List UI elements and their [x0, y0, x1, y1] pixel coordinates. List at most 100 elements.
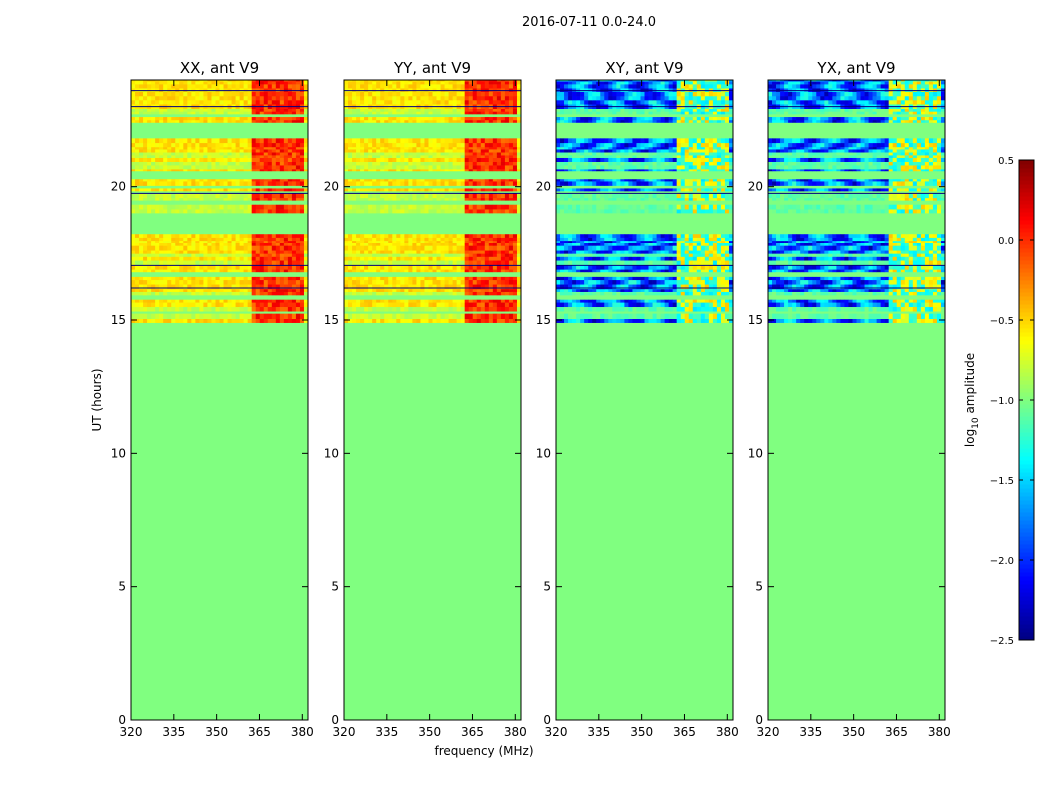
- heatmap-cell: [480, 119, 486, 123]
- heatmap-cell: [215, 269, 220, 273]
- heatmap-cell: [195, 237, 200, 242]
- heatmap-cell: [396, 169, 401, 172]
- heatmap-cell: [424, 234, 429, 238]
- heatmap-cell: [163, 117, 168, 121]
- heatmap-cell: [380, 253, 385, 257]
- heatmap-cell: [283, 81, 289, 85]
- heatmap-cell: [452, 237, 457, 242]
- heatmap-cell: [207, 169, 212, 172]
- heatmap-cell: [392, 181, 397, 186]
- heatmap-cell: [368, 157, 373, 162]
- heatmap-cell: [223, 264, 228, 270]
- heatmap-cell: [588, 302, 593, 308]
- heatmap-cell: [448, 279, 453, 285]
- heatmap-cell: [247, 264, 252, 270]
- heatmap-cell: [271, 264, 277, 270]
- heatmap-cell: [468, 234, 474, 238]
- heatmap-cell: [444, 138, 449, 144]
- heatmap-cell: [147, 157, 152, 162]
- heatmap-cell: [512, 253, 518, 257]
- heatmap-cell: [456, 169, 461, 172]
- heatmap-cell: [279, 161, 285, 166]
- heatmap-cell: [420, 242, 425, 246]
- heatmap-cell: [656, 276, 661, 281]
- heatmap-cell: [420, 299, 425, 303]
- heatmap-cell: [452, 234, 457, 238]
- heatmap-cell: [283, 250, 289, 254]
- heatmap-cell: [456, 111, 461, 115]
- heatmap-cell: [135, 179, 140, 182]
- heatmap-cell: [203, 157, 208, 162]
- heatmap-cell: [644, 318, 649, 323]
- heatmap-cell: [504, 276, 510, 281]
- heatmap-cell: [295, 284, 301, 290]
- heatmap-cell: [187, 81, 192, 85]
- heatmap-cell: [203, 209, 208, 214]
- heatmap-cell: [408, 284, 413, 290]
- heatmap-cell: [484, 100, 490, 105]
- heatmap-cell: [183, 179, 188, 182]
- heatmap-cell: [303, 95, 309, 101]
- heatmap-cell: [267, 142, 273, 148]
- heatmap-cell: [275, 284, 281, 290]
- heatmap-cell: [384, 276, 389, 281]
- x-tick-label: 320: [333, 725, 356, 739]
- heatmap-cell: [700, 313, 706, 319]
- heatmap-cell: [648, 264, 653, 270]
- heatmap-cell: [155, 260, 160, 266]
- heatmap-cell: [560, 284, 565, 290]
- heatmap-cell: [171, 88, 176, 92]
- heatmap-cell: [388, 313, 393, 319]
- heatmap-cell: [404, 138, 409, 144]
- heatmap-cell: [624, 276, 629, 281]
- heatmap-cell: [496, 264, 502, 270]
- heatmap-cell: [283, 276, 289, 281]
- heatmap-cell: [259, 288, 265, 292]
- heatmap-cell: [496, 88, 502, 92]
- heatmap-cell: [360, 306, 365, 312]
- heatmap-cell: [283, 193, 289, 199]
- heatmap-cell: [448, 302, 453, 308]
- heatmap-cell: [348, 100, 353, 105]
- heatmap-cell: [239, 100, 244, 105]
- heatmap-cell: [464, 155, 469, 158]
- heatmap-cell: [291, 155, 297, 158]
- heatmap-cell: [147, 204, 152, 210]
- heatmap-cell: [135, 142, 140, 148]
- heatmap-cell: [472, 179, 478, 182]
- heatmap-cell: [155, 157, 160, 162]
- heatmap-cell: [183, 146, 188, 150]
- heatmap-cell: [147, 242, 152, 246]
- heatmap-cell: [500, 84, 506, 89]
- heatmap-cell: [191, 209, 196, 214]
- heatmap-cell: [468, 240, 474, 243]
- heatmap-cell: [195, 157, 200, 162]
- heatmap-cell: [400, 209, 405, 214]
- heatmap-cell: [191, 288, 196, 292]
- heatmap-cell: [488, 80, 494, 82]
- heatmap-cell: [191, 146, 196, 150]
- heatmap-cell: [468, 188, 474, 192]
- heatmap-cell: [151, 108, 156, 112]
- heatmap-cell: [231, 117, 236, 121]
- heatmap-cell: [384, 165, 389, 170]
- heatmap-cell: [131, 299, 136, 303]
- heatmap-cell: [632, 284, 637, 290]
- heatmap-cell: [440, 88, 445, 92]
- heatmap-cell: [420, 149, 425, 153]
- heatmap-cell: [139, 291, 144, 296]
- heatmap-cell: [460, 88, 465, 92]
- heatmap-cell: [560, 302, 565, 308]
- heatmap-cell: [400, 256, 405, 261]
- heatmap-cell: [396, 84, 401, 89]
- heatmap-cell: [384, 84, 389, 89]
- heatmap-cell: [283, 237, 289, 242]
- heatmap-cell: [380, 279, 385, 285]
- heatmap-cell: [456, 256, 461, 261]
- heatmap-cell: [344, 253, 349, 257]
- heatmap-cell: [139, 155, 144, 158]
- heatmap-cell: [424, 81, 429, 85]
- heatmap-cell: [344, 242, 349, 246]
- heatmap-cell: [368, 264, 373, 270]
- heatmap-cell: [364, 284, 369, 290]
